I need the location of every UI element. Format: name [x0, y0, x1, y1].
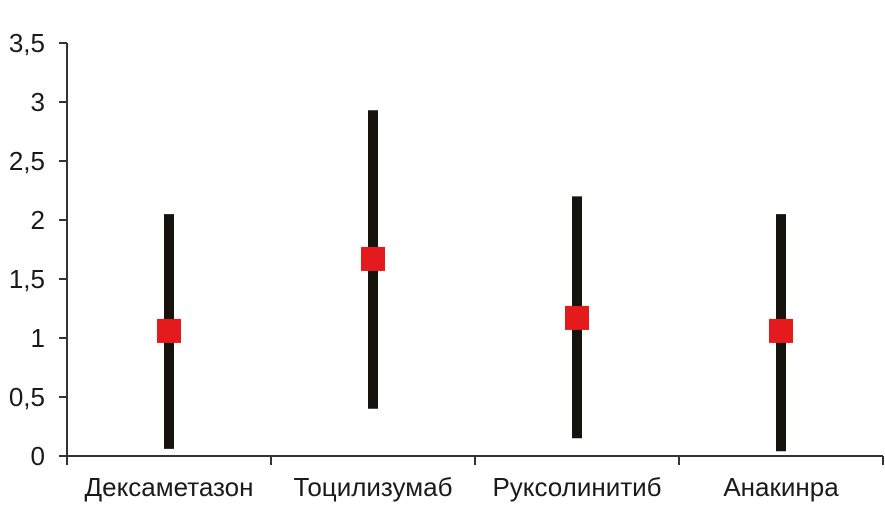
point-marker — [361, 246, 385, 271]
axes — [66, 43, 883, 457]
category-label: Руксолинитиб — [492, 472, 661, 502]
y-tick-label: 0 — [31, 441, 45, 471]
y-tick-label: 2 — [31, 205, 45, 235]
y-axis-ticks: 0 0,5 1 1,5 2 2,5 3 3,5 — [9, 28, 67, 471]
error-bars — [164, 110, 786, 452]
y-tick-label: 3 — [31, 87, 45, 117]
y-tick-label: 2,5 — [9, 146, 45, 176]
y-tick-label: 1,5 — [9, 264, 45, 294]
category-label: Тоцилизумаб — [294, 472, 453, 502]
x-axis-ticks: Дексаметазон Тоцилизумаб Руксолинитиб Анаки… — [66, 456, 884, 502]
point-marker — [565, 305, 589, 330]
markers — [157, 246, 793, 343]
category-label: Дексаметазон — [85, 472, 254, 502]
y-tick-label: 3,5 — [9, 28, 45, 58]
point-marker — [769, 318, 793, 343]
point-marker — [157, 318, 181, 343]
y-tick-label: 0,5 — [9, 382, 45, 412]
category-label: Анакинра — [723, 472, 839, 502]
y-tick-label: 1 — [31, 323, 45, 353]
